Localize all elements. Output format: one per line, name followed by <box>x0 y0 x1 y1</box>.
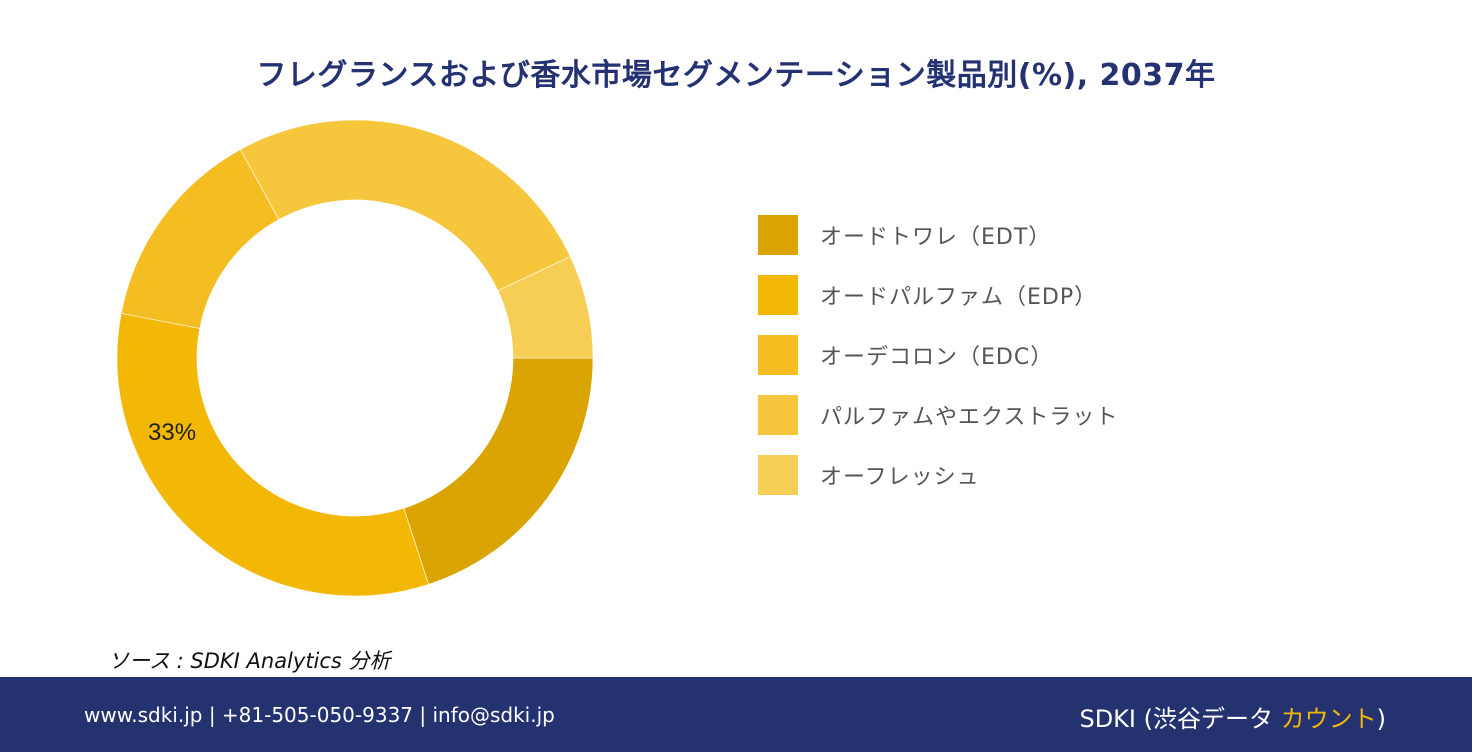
data-label-edp: 33% <box>148 419 196 446</box>
legend-label-edp: オードパルファム（EDP） <box>820 285 1098 310</box>
legend-swatch-edp <box>758 275 798 315</box>
footer-brand-accent: カウント <box>1280 705 1377 733</box>
donut-chart: 33% <box>116 119 594 597</box>
legend-swatch-eau-fraiche <box>758 455 798 495</box>
legend-item-edp: オードパルファム（EDP） <box>758 275 1118 315</box>
legend-item-edt: オードトワレ（EDT） <box>758 215 1118 255</box>
legend-label-parfum: パルファムやエクストラット <box>820 405 1119 430</box>
chart-legend: オードトワレ（EDT） オードパルファム（EDP） オーデコロン（EDC） パル… <box>758 215 1118 515</box>
footer-brand: SDKI (渋谷データ カウント) <box>1079 699 1386 734</box>
legend-label-edt: オードトワレ（EDT） <box>820 225 1052 250</box>
chart-title: フレグランスおよび香水市場セグメンテーション製品別(%), 2037年 <box>256 58 1216 93</box>
footer-brand-prefix: SDKI (渋谷データ <box>1079 705 1281 733</box>
donut-slice-eau-fraiche <box>497 256 594 359</box>
legend-item-eau-fraiche: オーフレッシュ <box>758 455 1118 495</box>
donut-slice-edt <box>403 357 594 585</box>
legend-item-parfum: パルファムやエクストラット <box>758 395 1118 435</box>
footer-bar: www.sdki.jp | +81-505-050-9337 | info@sd… <box>0 677 1472 752</box>
legend-label-eau-fraiche: オーフレッシュ <box>820 465 980 490</box>
legend-swatch-edt <box>758 215 798 255</box>
footer-contact: www.sdki.jp | +81-505-050-9337 | info@sd… <box>84 703 555 727</box>
legend-swatch-parfum <box>758 395 798 435</box>
source-note: ソース : SDKI Analytics 分析 <box>108 649 391 673</box>
legend-swatch-edc <box>758 335 798 375</box>
legend-label-edc: オーデコロン（EDC） <box>820 345 1054 370</box>
legend-item-edc: オーデコロン（EDC） <box>758 335 1118 375</box>
footer-brand-suffix: ) <box>1376 705 1386 733</box>
donut-slice-parfum <box>239 119 571 292</box>
donut-slice-edp <box>116 313 429 597</box>
